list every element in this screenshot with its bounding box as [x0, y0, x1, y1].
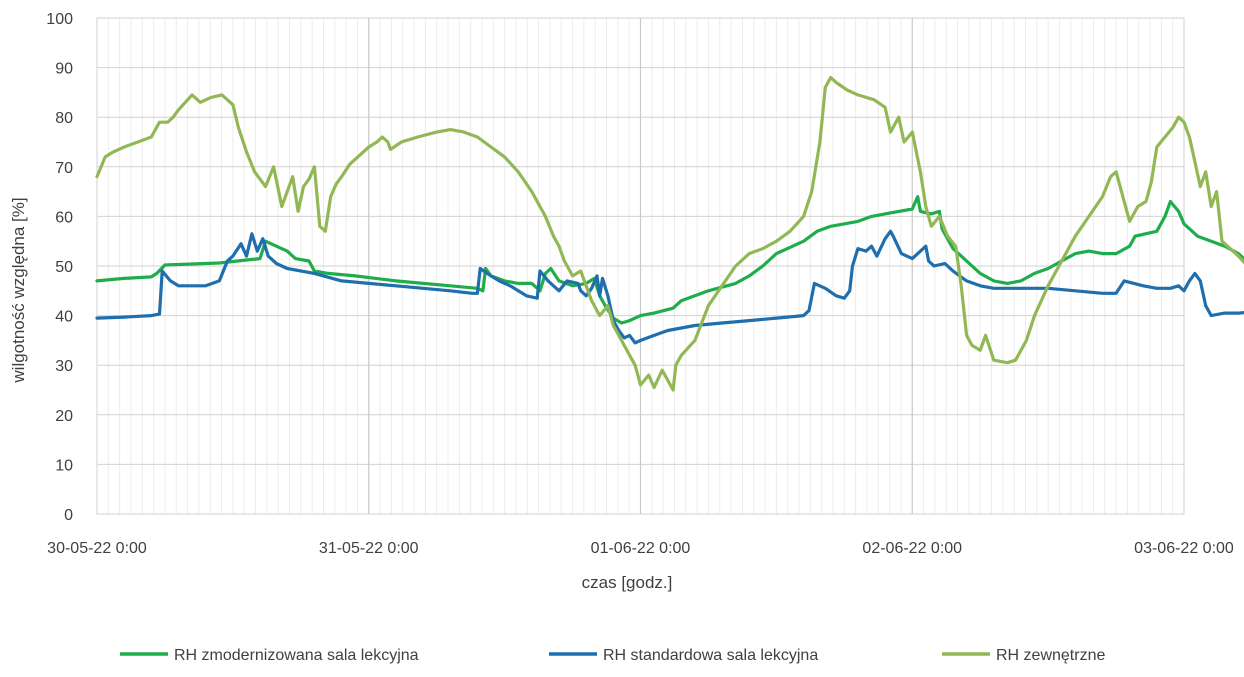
major-gridlines	[97, 18, 1184, 514]
y-tick-label: 30	[55, 358, 73, 375]
x-axis-ticks: 30-05-22 0:00 31-05-22 0:00 01-06-22 0:00 0…	[47, 540, 1234, 557]
y-tick-label: 50	[55, 259, 73, 276]
legend: RH zmodernizowana sala lekcyjna RH standa…	[120, 647, 1105, 664]
series-line-2	[95, 229, 1244, 345]
y-tick-label: 90	[55, 61, 73, 78]
y-tick-label: 10	[55, 457, 73, 474]
x-tick-label: 01-06-22 0:00	[591, 540, 691, 557]
x-axis-title: czas [godz.]	[582, 573, 673, 592]
plot-frame	[96, 17, 1185, 515]
legend-label: RH standardowa sala lekcyjna	[603, 647, 818, 664]
y-axis-ticks: 0 10 20 30 40 50 60 70 80 90 100	[46, 11, 73, 524]
y-tick-label: 0	[64, 507, 73, 524]
x-tick-label: 30-05-22 0:00	[47, 540, 147, 557]
y-tick-label: 60	[55, 209, 73, 226]
y-tick-label: 70	[55, 160, 73, 177]
y-tick-label: 100	[46, 11, 73, 28]
x-tick-label: 03-06-22 0:00	[1134, 540, 1234, 557]
plot-area-frame	[96, 17, 1185, 515]
series-line-3	[95, 75, 1244, 392]
x-tick-label: 31-05-22 0:00	[319, 540, 419, 557]
y-tick-label: 40	[55, 309, 73, 326]
y-tick-label: 20	[55, 408, 73, 425]
series-line-1	[95, 195, 1244, 325]
y-tick-label: 80	[55, 110, 73, 127]
legend-label: RH zmodernizowana sala lekcyjna	[174, 647, 419, 664]
x-tick-label: 02-06-22 0:00	[862, 540, 962, 557]
y-axis-title: wilgotność względna [%]	[9, 197, 28, 383]
series-lines	[95, 75, 1244, 392]
legend-label: RH zewnętrzne	[996, 647, 1105, 664]
